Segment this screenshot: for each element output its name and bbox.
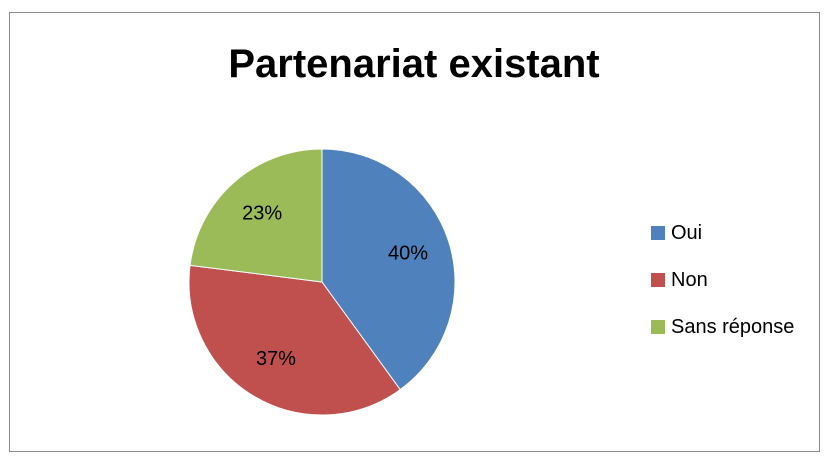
legend-label: Oui — [671, 221, 703, 244]
data-label-oui: 40% — [388, 242, 428, 264]
legend-item: Non — [651, 267, 794, 293]
legend-label: Sans réponse — [671, 315, 795, 338]
pie-slices — [188, 148, 456, 416]
data-label-non: 37% — [256, 348, 296, 370]
pie-slice-oui — [321, 148, 456, 391]
legend-item: Sans réponse — [651, 314, 794, 340]
data-label-sans-r-ponse: 23% — [242, 202, 282, 224]
legend-label: Non — [671, 268, 708, 291]
pie-slice-non — [188, 264, 401, 416]
legend-swatch — [651, 320, 665, 334]
legend-item: Oui — [651, 220, 794, 246]
chart-legend: Oui Non Sans réponse — [651, 220, 794, 361]
chart-title: Partenariat existant — [228, 42, 600, 86]
pie-slice-sans-r-ponse — [189, 148, 323, 283]
legend-swatch — [651, 273, 665, 287]
pie-data-labels: 40% 37% 23% — [242, 202, 428, 370]
legend-swatch — [651, 226, 665, 240]
